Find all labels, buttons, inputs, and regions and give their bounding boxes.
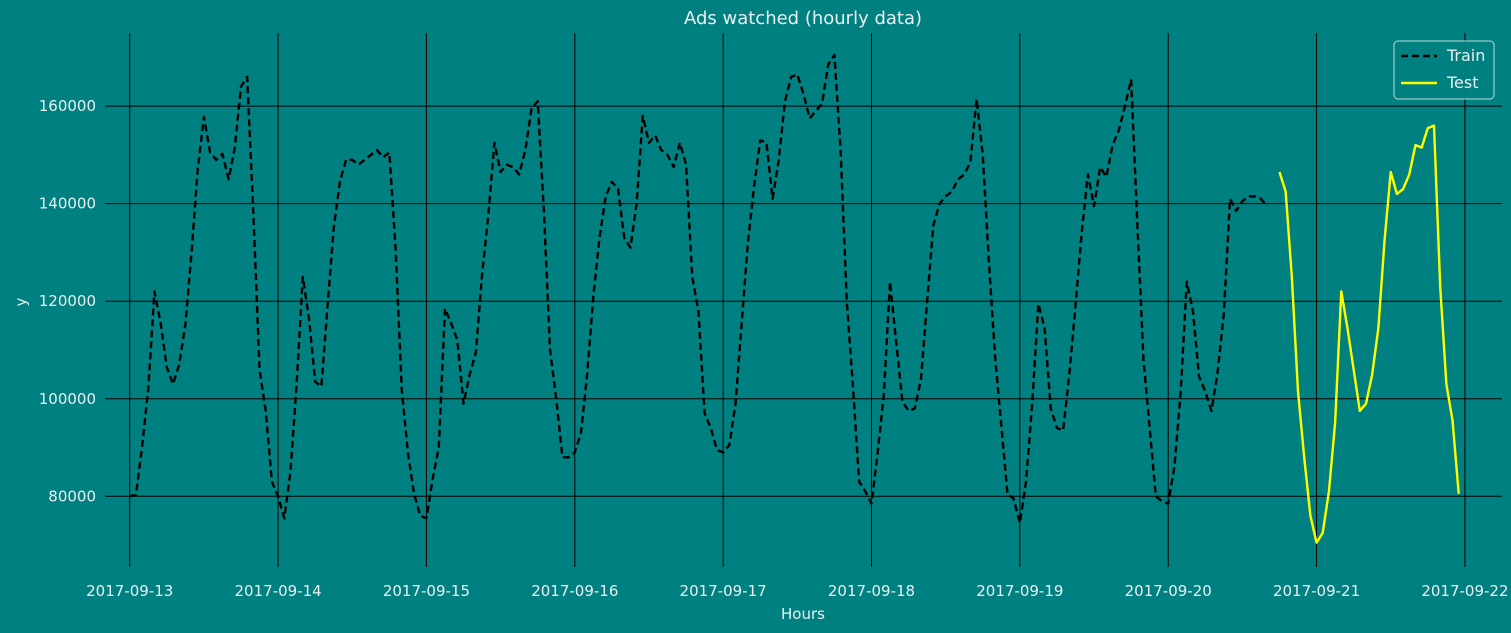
y-axis-label: y <box>12 297 30 306</box>
tick-layer: 2017-09-13 2017-09-14 2017-09-15 2017-09-16… <box>39 97 1509 600</box>
legend: Train Test <box>1393 40 1495 100</box>
legend-train-label: Train <box>1446 46 1485 65</box>
x-tick-label: 2017-09-22 <box>1421 582 1508 600</box>
chart-title: Ads watched (hourly data) <box>684 8 922 29</box>
x-tick-label: 2017-09-18 <box>828 582 915 600</box>
y-tick-label: 100000 <box>39 390 96 408</box>
x-tick-label: 2017-09-20 <box>1125 582 1212 600</box>
x-tick-label: 2017-09-21 <box>1273 582 1360 600</box>
series-line-train <box>129 53 1269 525</box>
y-tick-label: 80000 <box>48 487 96 505</box>
series-line-test <box>1278 124 1460 544</box>
y-tick-label: 160000 <box>39 97 96 115</box>
x-axis-label: Hours <box>781 605 825 623</box>
legend-test-label: Test <box>1446 73 1479 92</box>
x-tick-label: 2017-09-13 <box>86 582 173 600</box>
x-tick-label: 2017-09-14 <box>234 582 321 600</box>
x-tick-label: 2017-09-19 <box>976 582 1063 600</box>
x-tick-label: 2017-09-15 <box>383 582 470 600</box>
series-layer <box>129 53 1460 544</box>
y-tick-label: 140000 <box>39 195 96 213</box>
x-tick-label: 2017-09-16 <box>531 582 618 600</box>
y-tick-label: 120000 <box>39 292 96 310</box>
x-tick-label: 2017-09-17 <box>680 582 767 600</box>
